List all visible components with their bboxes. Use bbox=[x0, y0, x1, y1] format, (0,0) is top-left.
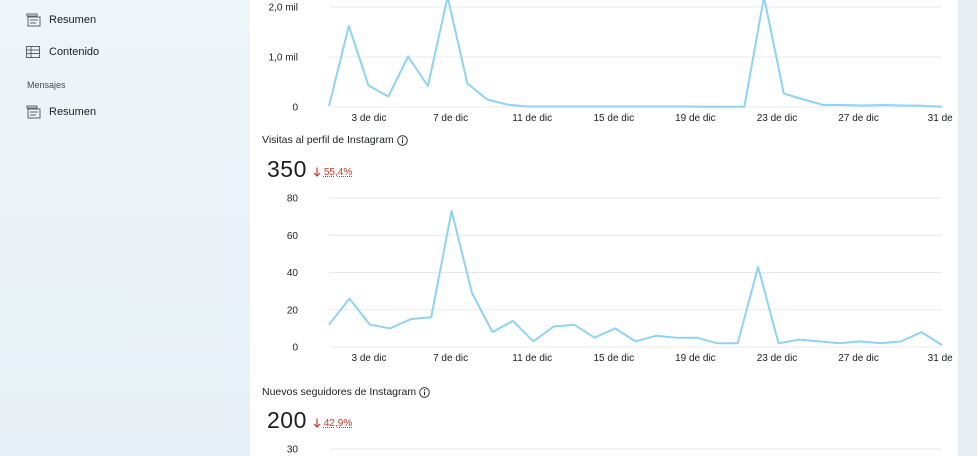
x-tick-label: 11 de dic bbox=[512, 113, 552, 124]
series-line bbox=[328, 210, 943, 346]
arrow-down-icon bbox=[313, 167, 321, 177]
x-tick-label: 27 de dic bbox=[838, 113, 879, 124]
arrow-down-icon bbox=[313, 418, 321, 428]
info-icon[interactable] bbox=[396, 134, 408, 146]
y-tick-label: 20 bbox=[287, 305, 299, 316]
metric-delta-percent: 42,9% bbox=[323, 417, 353, 429]
x-tick-label: 31 de bbox=[928, 353, 953, 364]
section-title-text: Nuevos seguidores de Instagram bbox=[262, 386, 417, 398]
scroll-gutter bbox=[958, 0, 977, 456]
metric-value: 350 bbox=[267, 156, 307, 182]
x-tick-label: 15 de dic bbox=[594, 353, 635, 364]
info-icon[interactable] bbox=[419, 386, 430, 398]
x-tick-label: 7 de dic bbox=[433, 113, 468, 124]
section-title-visitas: Visitas al perfil de Instagram bbox=[262, 134, 408, 146]
main-panel: 0 1,0 mil 2,0 mil 3 de dic 7 de dic 11 de dic… bbox=[250, 0, 958, 456]
sidebar-item-contenido[interactable]: Contenido bbox=[24, 40, 99, 64]
metric-visitas: 350 55,4% bbox=[267, 156, 352, 183]
chart-visitas: 0 20 40 60 80 3 de dic 7 de dic 11 de dic 15 de … bbox=[287, 194, 953, 365]
x-tick-label: 15 de dic bbox=[594, 113, 635, 124]
chart-top: 0 1,0 mil 2,0 mil 3 de dic 7 de dic 11 de dic… bbox=[269, 0, 953, 124]
y-tick-label: 2,0 mil bbox=[269, 3, 298, 14]
sidebar-item-label: Resumen bbox=[49, 106, 97, 118]
sidebar-item-label: Contenido bbox=[49, 46, 100, 58]
overview-icon bbox=[24, 103, 42, 121]
sidebar-section-heading: Mensajes bbox=[27, 80, 66, 90]
sidebar-item-resumen[interactable]: Resumen bbox=[24, 8, 96, 32]
overview-icon bbox=[24, 11, 42, 29]
y-tick-label: 0 bbox=[292, 343, 298, 354]
y-tick-label: 80 bbox=[287, 194, 299, 205]
sidebar-item-mensajes-resumen[interactable]: Resumen bbox=[24, 100, 96, 124]
x-tick-label: 31 de bbox=[928, 113, 953, 124]
y-tick-label: 60 bbox=[287, 231, 299, 242]
y-tick-label: 40 bbox=[287, 268, 299, 279]
y-tick-label: 0 bbox=[292, 103, 298, 114]
x-tick-label: 27 de dic bbox=[838, 353, 879, 364]
chart-seguidores: 30 bbox=[287, 445, 942, 456]
table-icon bbox=[24, 43, 42, 61]
x-tick-label: 3 de dic bbox=[351, 353, 386, 364]
series-line bbox=[328, 0, 943, 108]
metric-value: 200 bbox=[267, 407, 307, 433]
metric-delta-percent: 55,4% bbox=[323, 166, 353, 178]
y-tick-label: 1,0 mil bbox=[269, 53, 298, 64]
x-tick-label: 11 de dic bbox=[512, 353, 552, 364]
y-tick-label: 30 bbox=[287, 445, 299, 456]
section-title-seguidores: Nuevos seguidores de Instagram bbox=[262, 386, 430, 398]
sidebar: Resumen Contenido Mensajes Resumen bbox=[0, 0, 250, 456]
sidebar-item-label: Resumen bbox=[49, 14, 97, 26]
x-tick-label: 19 de dic bbox=[675, 353, 716, 364]
x-tick-label: 7 de dic bbox=[433, 353, 468, 364]
metric-delta: 55,4% bbox=[313, 167, 352, 178]
metric-seguidores: 200 42,9% bbox=[267, 407, 352, 434]
x-tick-label: 23 de dic bbox=[757, 353, 798, 364]
x-tick-label: 19 de dic bbox=[675, 113, 716, 124]
section-title-text: Visitas al perfil de Instagram bbox=[262, 134, 394, 146]
x-tick-label: 3 de dic bbox=[351, 113, 386, 124]
metric-delta: 42,9% bbox=[313, 418, 352, 429]
x-tick-label: 23 de dic bbox=[757, 113, 798, 124]
